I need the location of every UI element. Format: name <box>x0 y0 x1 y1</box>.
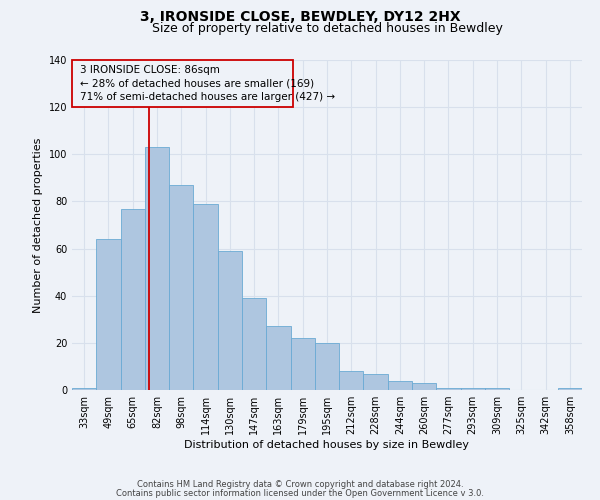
Bar <box>72 388 96 390</box>
Bar <box>218 251 242 390</box>
Bar <box>121 208 145 390</box>
Bar <box>364 374 388 390</box>
X-axis label: Distribution of detached houses by size in Bewdley: Distribution of detached houses by size … <box>185 440 470 450</box>
Y-axis label: Number of detached properties: Number of detached properties <box>33 138 43 312</box>
Text: 3 IRONSIDE CLOSE: 86sqm
← 28% of detached houses are smaller (169)
71% of semi-d: 3 IRONSIDE CLOSE: 86sqm ← 28% of detache… <box>80 66 335 102</box>
Bar <box>193 204 218 390</box>
Bar <box>290 338 315 390</box>
Bar <box>558 388 582 390</box>
Bar <box>339 371 364 390</box>
Title: Size of property relative to detached houses in Bewdley: Size of property relative to detached ho… <box>152 22 502 35</box>
Bar <box>436 388 461 390</box>
Bar <box>169 185 193 390</box>
Bar <box>242 298 266 390</box>
Bar <box>145 147 169 390</box>
Bar <box>266 326 290 390</box>
Text: 3, IRONSIDE CLOSE, BEWDLEY, DY12 2HX: 3, IRONSIDE CLOSE, BEWDLEY, DY12 2HX <box>140 10 460 24</box>
Bar <box>73 60 293 107</box>
Bar <box>485 388 509 390</box>
Text: Contains public sector information licensed under the Open Government Licence v : Contains public sector information licen… <box>116 489 484 498</box>
Bar <box>412 383 436 390</box>
Bar <box>388 380 412 390</box>
Text: Contains HM Land Registry data © Crown copyright and database right 2024.: Contains HM Land Registry data © Crown c… <box>137 480 463 489</box>
Bar <box>461 388 485 390</box>
Bar <box>315 343 339 390</box>
Bar <box>96 239 121 390</box>
